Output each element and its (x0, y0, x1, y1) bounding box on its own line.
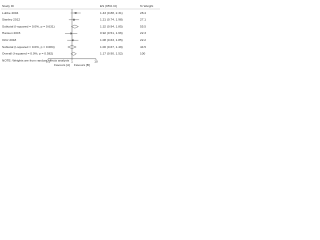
diamond (70, 51, 77, 56)
es-label: 1.00 (0.67, 1.49) (100, 45, 123, 49)
point-estimate (75, 12, 77, 14)
es-label: 1.43 (0.88, 2.31) (100, 11, 123, 15)
x-tick-label: 0.1 (46, 60, 51, 64)
row-label: Subtotal (I-squared = 0.0%, p = 0.684) (2, 45, 55, 49)
header: Study ID (2, 4, 15, 8)
weight-label: 22.3 (140, 31, 146, 35)
row-label: Lubbe 2004 (2, 11, 19, 15)
weight-label: 100 (140, 52, 145, 56)
header: ES (95% CI) (100, 4, 117, 8)
weight-label: 55.5 (140, 24, 146, 28)
es-label: 1.08 (0.63, 1.85) (100, 38, 123, 42)
favours-label: Favours [B] (74, 63, 90, 67)
es-label: 1.32 (0.94, 1.85) (100, 24, 123, 28)
favours-label: Favours [A] (54, 63, 70, 67)
weight-label: 44.5 (140, 45, 146, 49)
es-label: 0.92 (0.51, 1.66) (100, 31, 123, 35)
forest-plot: Study ID ES (95% CI) % Weight 0.1 1 10 Favours… (0, 0, 161, 80)
diamond (70, 24, 79, 29)
x-tick-label: 10 (94, 60, 98, 64)
x-tick-label: 1 (71, 60, 73, 64)
weight-label: 28.4 (140, 11, 146, 15)
point-estimate (73, 19, 75, 21)
header: % Weight (140, 4, 153, 8)
diamond (67, 45, 77, 49)
row-label: Stanley 2012 (2, 18, 20, 22)
row-label: Hansen 2015 (2, 31, 21, 35)
note: NOTE: Weights are from random effects an… (2, 59, 70, 63)
es-label: 1.21 (0.74, 1.98) (100, 18, 123, 22)
weight-label: 27.1 (140, 18, 146, 22)
weight-label: 22.2 (140, 38, 146, 42)
point-estimate (72, 39, 74, 41)
row-label: Subtotal (I-squared = 0.0%, p = 0.631) (2, 24, 55, 28)
es-label: 1.17 (0.90, 1.52) (100, 52, 123, 56)
row-label: Ortiz 2018 (2, 38, 17, 42)
row-label: Overall (I-squared = 0.0%, p = 0.582) (2, 52, 53, 56)
point-estimate (70, 33, 72, 34)
background (0, 0, 161, 80)
